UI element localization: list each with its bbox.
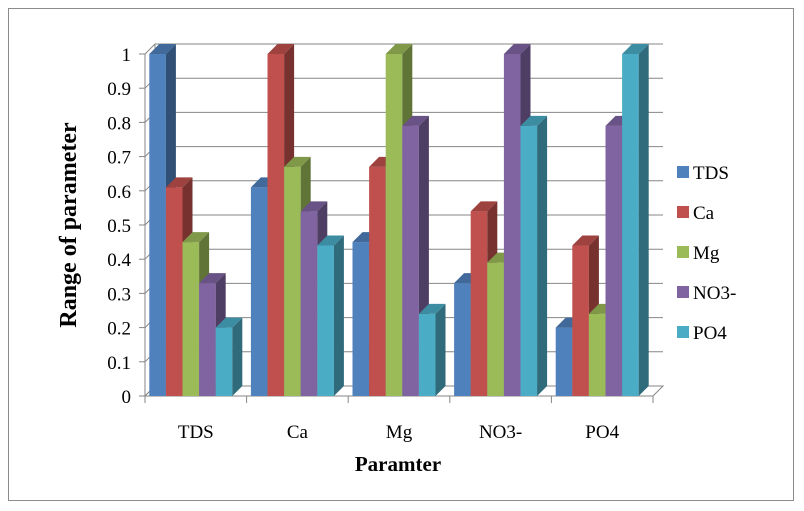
y-tick-label: 1 xyxy=(122,45,132,66)
tick-labels: 0 0.1 0.2 0.3 0.4 0.5 0.6 0.7 0.8 0.9 1 TDS Ca Mg NO3-… xyxy=(107,45,619,443)
x-tick-label: TDS xyxy=(178,422,214,443)
bar xyxy=(317,235,344,396)
legend-label: NO3- xyxy=(693,283,736,304)
legend-swatch xyxy=(677,246,689,258)
x-axis-title: Paramter xyxy=(355,452,441,476)
legend-label: Ca xyxy=(693,203,715,224)
bar xyxy=(520,115,548,396)
bar xyxy=(622,44,649,396)
y-tick-label: 0.7 xyxy=(107,148,131,169)
y-tick-label: 0.6 xyxy=(107,182,131,203)
bar xyxy=(418,303,446,396)
legend-swatch xyxy=(677,286,689,298)
y-tick-label: 0.9 xyxy=(107,79,131,100)
legend-label: PO4 xyxy=(693,323,727,344)
y-axis-title: Range of parameter xyxy=(56,122,82,328)
x-tick-label: NO3- xyxy=(479,422,522,443)
x-tick-label: Ca xyxy=(287,422,309,443)
y-tick-label: 0.8 xyxy=(107,113,131,134)
y-tick-label: 0.5 xyxy=(107,216,131,237)
legend-label: Mg xyxy=(693,243,720,264)
legend-swatch xyxy=(677,206,689,218)
legend-swatch xyxy=(677,326,689,338)
y-tick-label: 0.1 xyxy=(107,353,131,374)
y-tick-label: 0 xyxy=(122,387,132,408)
legend-swatch xyxy=(677,166,689,178)
legend: TDS Ca Mg NO3- PO4 xyxy=(677,163,736,344)
y-tick-label: 0.2 xyxy=(107,319,131,340)
y-tick-label: 0.4 xyxy=(107,250,131,271)
bar xyxy=(215,317,243,396)
y-tick-label: 0.3 xyxy=(107,284,131,305)
x-tick-label: Mg xyxy=(386,422,413,443)
legend-label: TDS xyxy=(693,163,729,184)
x-tick-label: PO4 xyxy=(585,422,619,443)
bars xyxy=(149,44,649,396)
gridline-side xyxy=(144,43,156,55)
